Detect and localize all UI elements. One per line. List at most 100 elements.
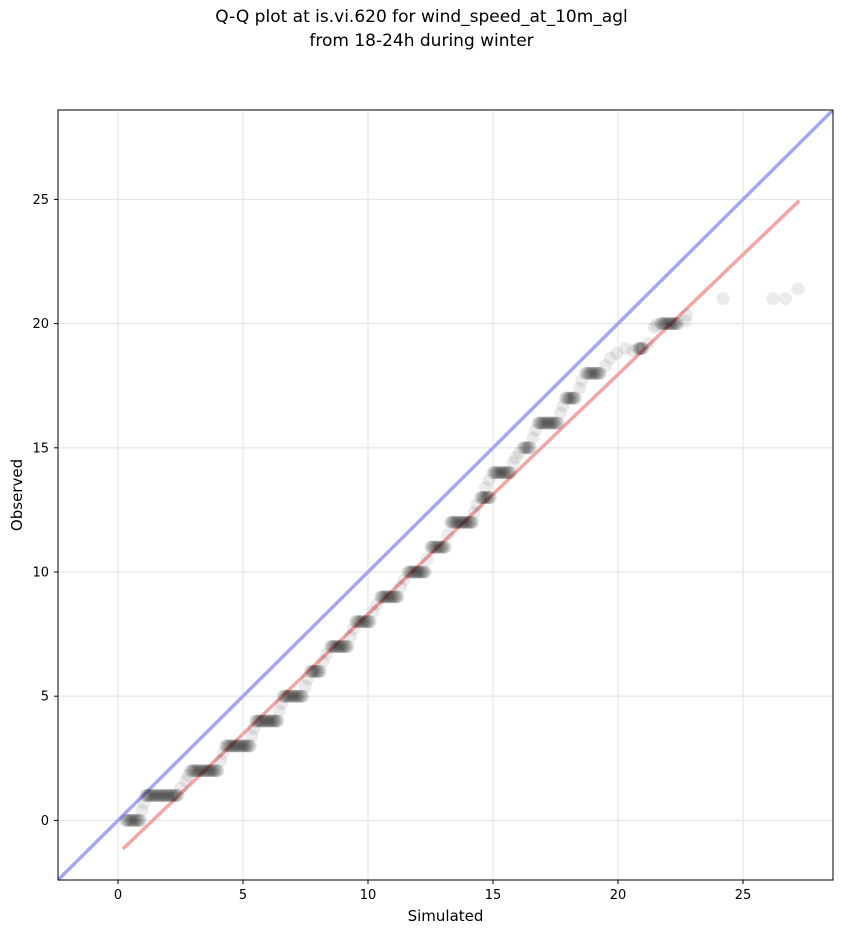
qq-point [455, 515, 469, 529]
qq-point [154, 789, 168, 803]
qq-point [230, 739, 244, 753]
qq-point [537, 416, 551, 430]
qq-point [480, 490, 493, 504]
qq-point [131, 813, 145, 827]
qq-point [545, 416, 559, 430]
qq-point [654, 317, 667, 331]
qq-point [604, 351, 617, 365]
qq-point [663, 317, 677, 331]
qq-point [310, 664, 323, 678]
qq-point [159, 789, 173, 803]
qq-point [119, 813, 132, 827]
qq-point [332, 640, 346, 654]
qq-point [275, 697, 289, 711]
qq-point [375, 590, 389, 604]
qq-point [142, 789, 156, 803]
qq-point [341, 640, 355, 654]
qq-point [366, 605, 380, 619]
qq-point [304, 664, 317, 678]
qq-point [272, 704, 286, 718]
qq-point [456, 515, 470, 529]
qq-point [357, 615, 371, 629]
qq-point [225, 739, 239, 753]
x-tick-label: 0 [114, 888, 122, 903]
qq-point [157, 789, 171, 803]
qq-point [610, 346, 624, 360]
qq-point [534, 416, 548, 430]
qq-point [385, 590, 399, 604]
qq-point [599, 359, 612, 373]
qq-point [326, 640, 340, 654]
qq-point [546, 416, 560, 430]
qq-point [779, 292, 792, 306]
qq-point [656, 317, 670, 331]
qq-point [250, 714, 264, 728]
qq-point [401, 565, 415, 579]
qq-point [512, 446, 526, 460]
qq-point [208, 764, 222, 778]
qq-point [293, 689, 307, 703]
qq-point [234, 739, 248, 753]
qq-point [235, 739, 249, 753]
qq-point [167, 789, 181, 803]
qq-point [328, 640, 342, 654]
qq-point [533, 416, 547, 430]
qq-point [581, 366, 595, 380]
qq-point [634, 341, 647, 355]
qq-point [344, 630, 357, 644]
qq-point [626, 344, 640, 358]
fit-line [121, 199, 801, 851]
y-axis-ticks: 0 5 10 15 20 25 [32, 193, 58, 829]
qq-point [311, 664, 324, 678]
qq-point [127, 813, 141, 827]
qq-point [492, 466, 506, 480]
qq-point [452, 515, 466, 529]
qq-point [439, 540, 452, 554]
qq-point [458, 515, 472, 529]
qq-point [491, 466, 505, 480]
qq-point [346, 622, 360, 636]
qq-point [214, 754, 227, 768]
qq-point [433, 540, 447, 554]
qq-point [194, 764, 208, 778]
qq-point [169, 789, 183, 803]
qq-point [364, 615, 377, 629]
qq-point [263, 714, 277, 728]
qq-point [249, 714, 262, 728]
qq-point [197, 764, 211, 778]
qq-point [583, 366, 597, 380]
qq-point [476, 490, 489, 504]
qq-point [416, 565, 430, 579]
qq-point [419, 565, 432, 579]
qq-point [402, 565, 416, 579]
qq-point [461, 515, 475, 529]
qq-point [483, 490, 496, 504]
qq-point [207, 764, 221, 778]
qq-point [410, 565, 424, 579]
qq-point [262, 714, 276, 728]
qq-point [258, 714, 272, 728]
qq-point [397, 572, 411, 586]
qq-point [236, 739, 250, 753]
qq-point [206, 764, 220, 778]
qq-point [636, 341, 650, 355]
qq-point [195, 764, 209, 778]
x-axis-ticks: 0 5 10 15 20 25 [114, 880, 751, 903]
qq-point [680, 308, 694, 322]
qq-point [324, 640, 337, 654]
qq-point [394, 580, 407, 594]
qq-point [155, 789, 169, 803]
qq-point [123, 813, 137, 827]
qq-point [425, 540, 439, 554]
qq-point [551, 416, 565, 430]
quantile-points [119, 282, 805, 827]
chart-title-line-2: from 18-24h during winter [309, 31, 534, 51]
qq-point [224, 739, 238, 753]
qq-point [669, 317, 683, 331]
qq-point [289, 689, 303, 703]
y-tick-label: 20 [32, 317, 49, 332]
qq-point [165, 789, 179, 803]
qq-point [146, 789, 160, 803]
qq-point [484, 490, 497, 504]
qq-point [244, 739, 257, 753]
